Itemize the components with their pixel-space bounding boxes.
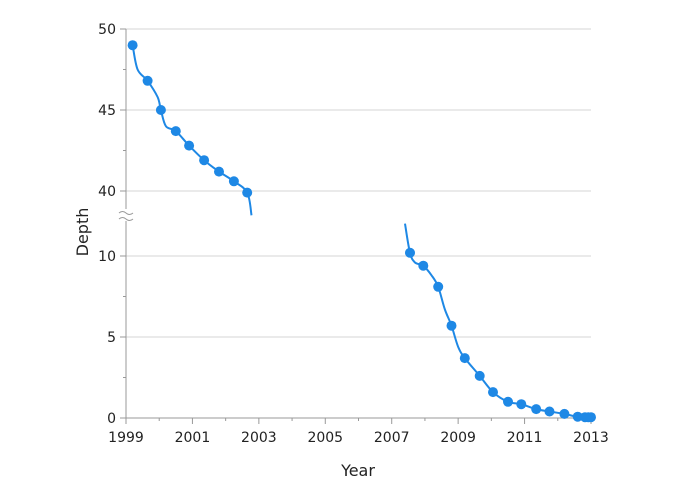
y-axis-title: Depth <box>73 208 92 257</box>
y-tick-label-0: 0 <box>107 411 116 427</box>
y-tick-label-50: 50 <box>98 22 116 38</box>
data-point-upper-1 <box>127 40 138 51</box>
x-tick-label-2009: 2009 <box>440 430 476 446</box>
series-line-lower <box>404 223 592 419</box>
data-point-lower-7 <box>488 387 498 398</box>
series-curves <box>131 44 592 419</box>
axis-break-mark-1 <box>118 211 134 215</box>
series-points <box>127 40 596 423</box>
data-point-lower-10 <box>531 404 542 415</box>
x-tick-label-2013: 2013 <box>573 430 609 446</box>
data-point-lower-1 <box>405 247 415 258</box>
data-point-upper-3 <box>155 105 166 115</box>
data-point-upper-8 <box>228 176 239 187</box>
tick-labels: 0 5 10 40 45 50 1999 2001 2003 2005 2007 2009 2011 20… <box>98 22 609 446</box>
x-tick-label-2003: 2003 <box>241 430 277 446</box>
data-point-lower-5 <box>459 353 470 364</box>
x-tick-label-2001: 2001 <box>175 430 211 446</box>
y-tick-label-5: 5 <box>107 330 116 346</box>
y-tick-label-10: 10 <box>98 249 116 265</box>
data-point-lower-6 <box>474 370 485 381</box>
x-tick-label-2011: 2011 <box>507 430 543 446</box>
x-tick-label-2005: 2005 <box>307 430 343 446</box>
data-point-lower-2 <box>418 260 429 271</box>
data-point-lower-12 <box>559 408 570 419</box>
x-axis-title: Year <box>340 461 375 480</box>
data-point-lower-8 <box>503 396 513 407</box>
data-point-upper-5 <box>184 140 195 151</box>
y-tick-label-40: 40 <box>98 184 116 200</box>
data-point-upper-2 <box>142 75 153 86</box>
grid-lines <box>126 28 591 419</box>
data-point-upper-4 <box>170 126 181 137</box>
axes <box>118 28 592 424</box>
data-point-lower-4 <box>446 320 457 331</box>
y-tick-label-45: 45 <box>98 103 116 119</box>
data-point-lower-11 <box>544 406 555 417</box>
data-point-upper-7 <box>214 166 224 177</box>
series-line-upper <box>131 44 253 216</box>
x-tick-label-1999: 1999 <box>108 430 144 446</box>
data-point-lower-9 <box>516 399 527 410</box>
data-point-lower-3 <box>433 281 444 292</box>
x-tick-label-2007: 2007 <box>374 430 410 446</box>
data-point-upper-6 <box>199 155 210 166</box>
data-point-upper-9 <box>242 187 253 198</box>
data-point-lower-16 <box>586 412 596 423</box>
axis-break-mark-2 <box>118 217 134 221</box>
data-point-lower-13 <box>572 411 583 422</box>
